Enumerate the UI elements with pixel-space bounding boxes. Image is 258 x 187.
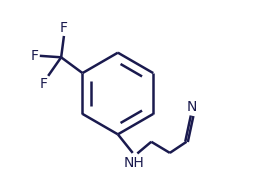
- Text: F: F: [39, 77, 47, 91]
- Text: F: F: [60, 21, 68, 35]
- Text: N: N: [187, 100, 197, 114]
- Text: F: F: [31, 49, 39, 63]
- Text: NH: NH: [123, 156, 144, 170]
